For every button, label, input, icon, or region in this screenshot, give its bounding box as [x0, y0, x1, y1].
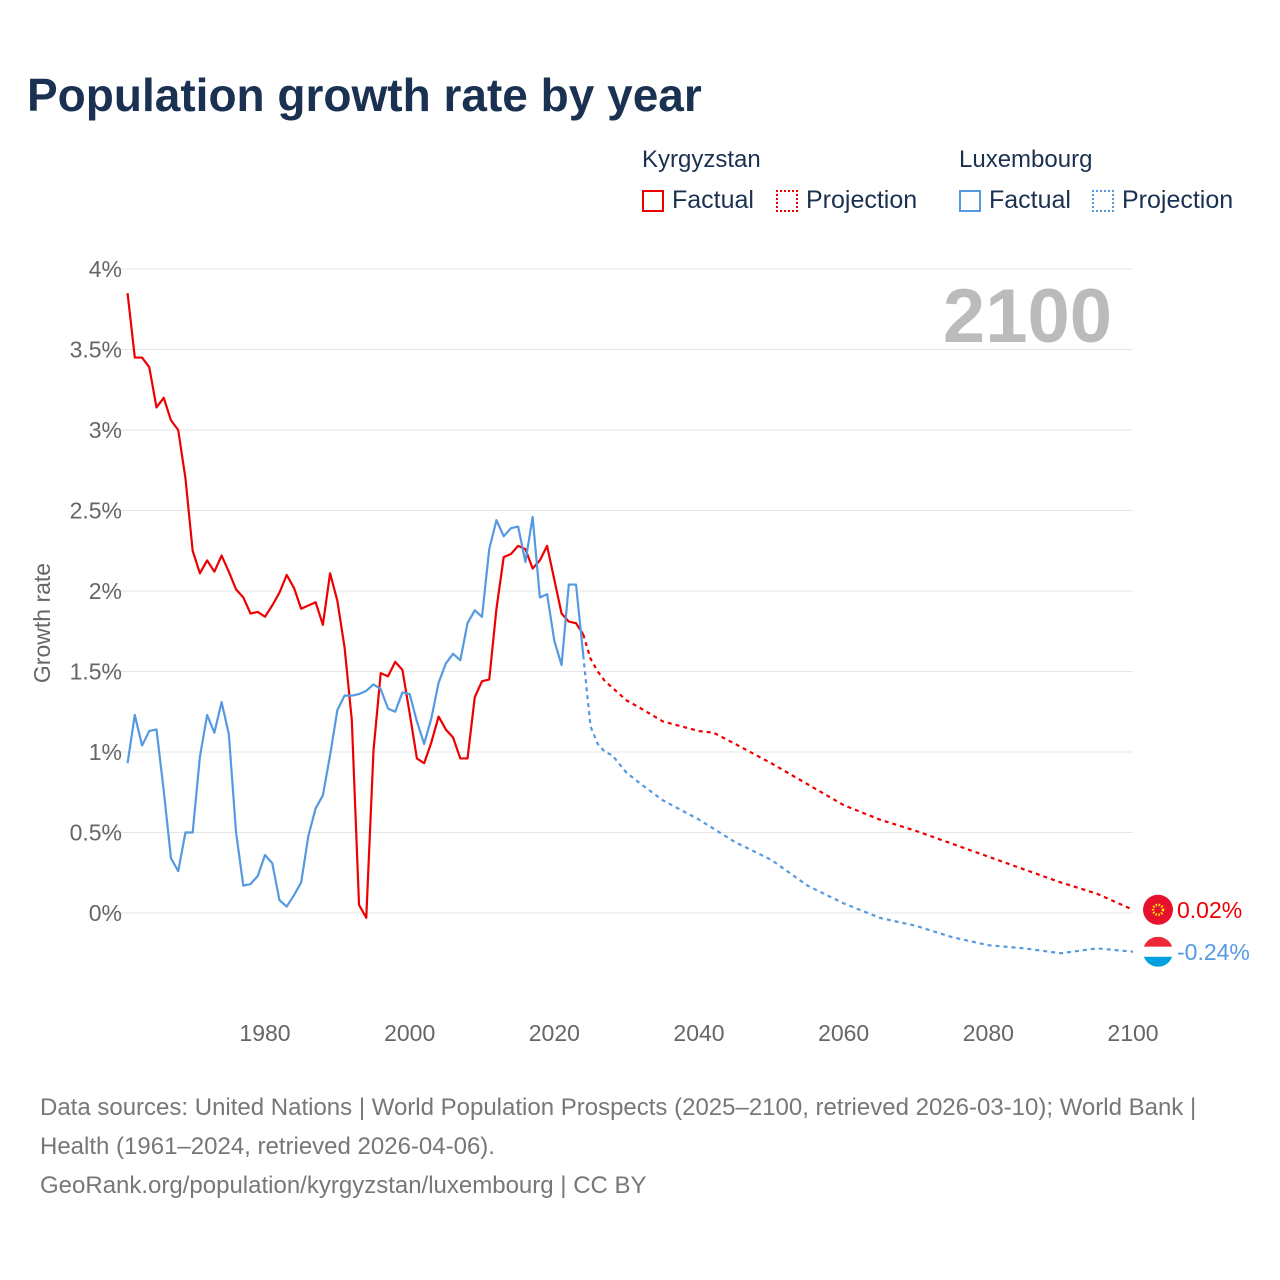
y-tick-label: 1.5%: [70, 659, 122, 685]
y-tick-label: 0%: [89, 900, 122, 926]
x-tick-label: 2060: [818, 1020, 869, 1046]
legend-luxembourg-factual[interactable]: Factual: [959, 186, 1071, 215]
y-tick-label: 3%: [89, 417, 122, 443]
end-value-label: 0.02%: [1177, 897, 1242, 923]
legend-swatch-dotted: [776, 189, 798, 212]
x-tick-label: 2000: [384, 1020, 435, 1046]
series-luxembourg-factual: [126, 515, 585, 908]
legend-label: Projection: [1122, 186, 1234, 214]
x-tick-label: 2040: [673, 1020, 724, 1046]
x-tick-label: 2100: [1107, 1020, 1158, 1046]
series-luxembourg-projection: [582, 655, 1134, 955]
x-tick-label: 2020: [529, 1020, 580, 1046]
legend-label: Projection: [806, 186, 918, 214]
luxembourg-flag-icon: [1143, 936, 1173, 967]
legend-kyrgyzstan-factual[interactable]: Factual: [642, 186, 754, 215]
legend-group-kyrgyzstan: Kyrgyzstan: [642, 146, 761, 173]
legend-swatch-solid: [642, 189, 664, 212]
credit-link[interactable]: GeoRank.org/population/kyrgyzstan/luxemb…: [40, 1172, 647, 1199]
kyrgyzstan-flag-icon: [1143, 894, 1173, 925]
series-kyrgyzstan-projection: [582, 634, 1134, 911]
end-value-label: -0.24%: [1177, 939, 1250, 965]
series-kyrgyzstan-factual: [126, 293, 585, 919]
legend-label: Factual: [672, 186, 754, 214]
y-tick-label: 2.5%: [70, 498, 122, 524]
legend-kyrgyzstan-projection[interactable]: Projection: [776, 186, 917, 215]
y-tick-label: 4%: [89, 256, 122, 282]
legend-swatch-dotted: [1092, 189, 1114, 212]
y-axis-label: Growth rate: [29, 563, 55, 683]
data-sources: Data sources: United Nations | World Pop…: [40, 1094, 1197, 1160]
x-tick-label: 1980: [239, 1020, 290, 1046]
y-tick-label: 2%: [89, 578, 122, 604]
y-tick-label: 3.5%: [70, 337, 122, 363]
y-tick-label: 0.5%: [70, 820, 122, 846]
x-tick-label: 2080: [963, 1020, 1014, 1046]
legend-group-luxembourg: Luxembourg: [959, 146, 1093, 173]
footer: Data sources: United Nations | World Pop…: [40, 1088, 1240, 1205]
year-watermark: 2100: [943, 274, 1112, 359]
y-tick-label: 1%: [89, 739, 122, 765]
legend-swatch-solid: [959, 189, 981, 212]
legend-label: Factual: [989, 186, 1071, 214]
flag-sun: [1151, 903, 1165, 917]
chart-title: Population growth rate by year: [27, 69, 702, 121]
legend-luxembourg-projection[interactable]: Projection: [1092, 186, 1233, 215]
